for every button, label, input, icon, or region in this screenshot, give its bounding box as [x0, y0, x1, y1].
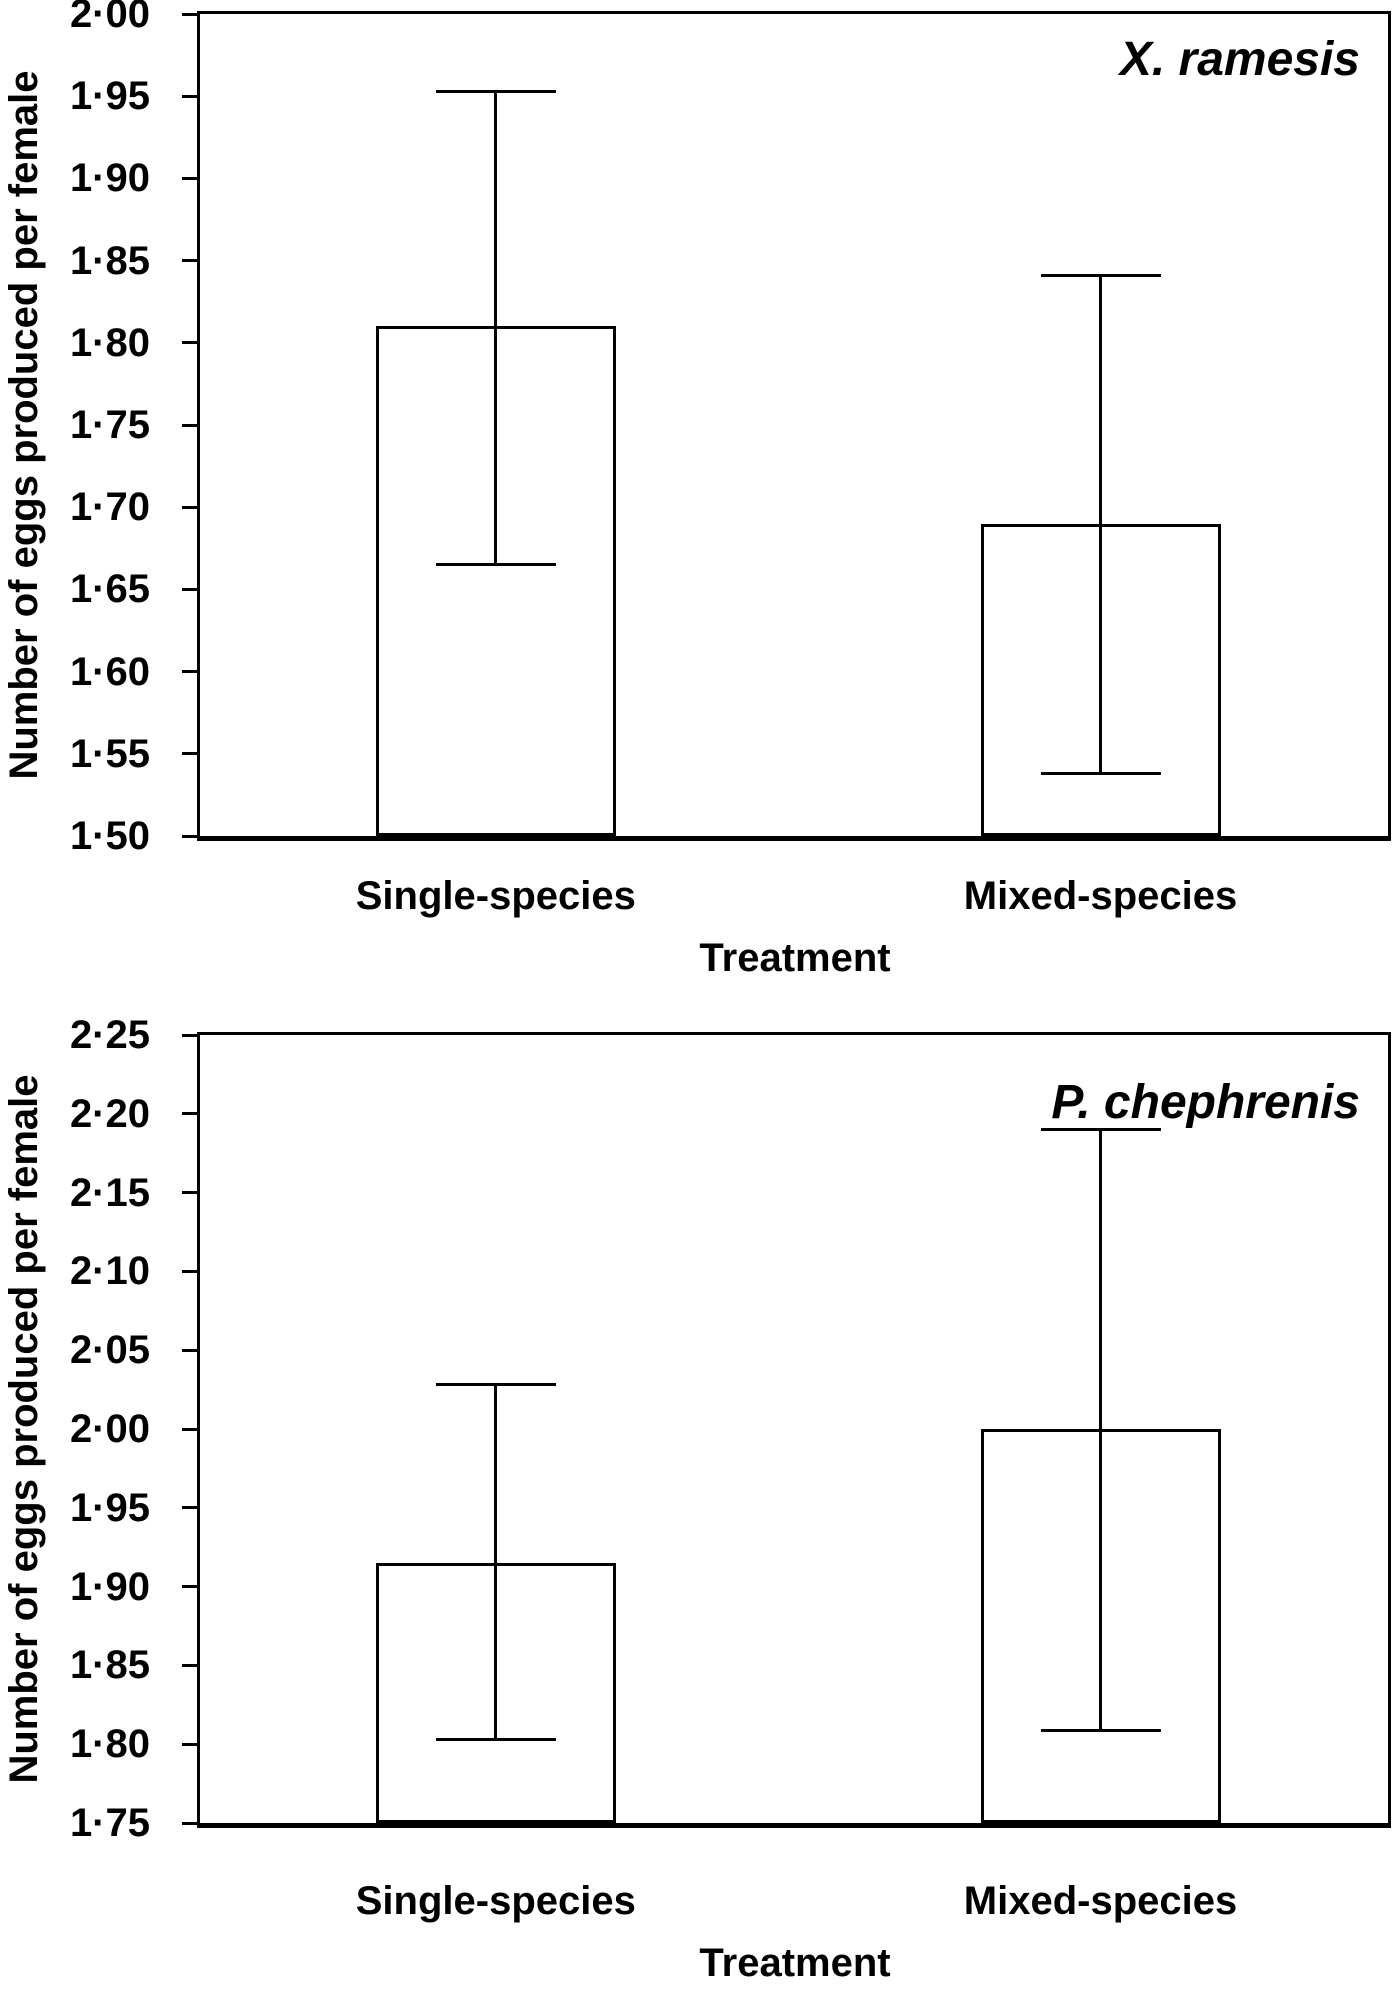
y-axis-tick — [182, 1427, 200, 1431]
y-axis-tick — [182, 505, 200, 509]
category-label-single-species: Single-species — [355, 874, 636, 918]
y-axis-tick — [182, 1112, 200, 1116]
y-axis-tick — [182, 1663, 200, 1667]
y-axis-tick — [182, 834, 200, 838]
error-bar-cap-top — [1040, 273, 1161, 277]
error-bar-cap-bottom — [1040, 772, 1161, 776]
error-bar-line — [1099, 275, 1102, 774]
y-tick-label: 1·50 — [69, 814, 150, 858]
category-label-single-species: Single-species — [355, 1879, 636, 1923]
y-axis-label-bottom: Number of eggs produced per female — [2, 1074, 46, 1784]
y-axis-tick — [182, 587, 200, 591]
y-axis-tick — [182, 1506, 200, 1510]
y-tick-label: 1·70 — [69, 485, 150, 530]
y-tick-label: 1·95 — [69, 74, 150, 119]
y-axis-tick — [182, 12, 200, 16]
category-label-mixed-species: Mixed-species — [963, 1879, 1238, 1923]
x-axis-label-top: Treatment — [699, 936, 891, 980]
chart-title-p-chephrenis: P. chephrenis — [1051, 1076, 1360, 1129]
error-bar-cap-top — [1040, 1128, 1161, 1132]
y-tick-label: 1·75 — [69, 403, 150, 447]
y-tick-label: 1·95 — [69, 1485, 150, 1530]
y-tick-label: 1·90 — [69, 156, 150, 201]
y-tick-label: 1·85 — [69, 1643, 150, 1688]
y-tick-label: 2·25 — [69, 1013, 150, 1057]
y-axis-tick — [182, 1269, 200, 1273]
error-bar-line — [1099, 1129, 1102, 1730]
y-tick-label: 1·90 — [69, 1564, 150, 1609]
error-bar-cap-top — [435, 1383, 556, 1387]
y-axis-tick — [182, 176, 200, 180]
y-tick-label: 1·85 — [69, 238, 150, 283]
error-bar-line — [494, 91, 498, 565]
y-tick-label: 2·00 — [69, 0, 150, 36]
y-tick-label: 2·00 — [69, 1407, 150, 1451]
y-axis-tick — [182, 341, 200, 345]
chart-title-x-ramesis: X. ramesis — [1119, 33, 1360, 86]
y-tick-label: 1·75 — [69, 1801, 150, 1845]
y-axis-tick — [182, 259, 200, 263]
y-axis-label-top: Number of eggs produced per female — [2, 70, 46, 780]
error-bar-line — [494, 1384, 498, 1740]
y-axis-tick — [182, 1742, 200, 1746]
category-label-mixed-species: Mixed-species — [963, 874, 1238, 918]
y-axis-tick — [182, 94, 200, 98]
y-axis-tick — [182, 1033, 200, 1037]
y-tick-label: 2·05 — [69, 1328, 150, 1373]
y-axis-tick — [182, 1348, 200, 1352]
y-tick-label: 1·65 — [69, 567, 150, 612]
y-axis-tick — [182, 1585, 200, 1589]
y-tick-label: 1·80 — [69, 1722, 150, 1767]
y-tick-label: 1·55 — [69, 731, 150, 776]
y-axis-tick — [182, 752, 200, 756]
y-tick-label: 2·15 — [69, 1170, 150, 1215]
y-tick-label: 2·20 — [69, 1091, 150, 1136]
y-axis-tick — [182, 1191, 200, 1195]
error-bar-cap-top — [435, 89, 556, 93]
y-tick-label: 1·80 — [69, 320, 150, 365]
error-bar-cap-bottom — [1040, 1728, 1161, 1732]
x-axis-label-bottom: Treatment — [699, 1941, 891, 1985]
y-axis-tick — [182, 423, 200, 427]
y-tick-label: 1·60 — [69, 649, 150, 694]
y-tick-label: 2·10 — [69, 1249, 150, 1294]
error-bar-cap-bottom — [435, 563, 556, 567]
error-bar-cap-bottom — [435, 1737, 556, 1741]
y-axis-tick — [182, 1821, 200, 1825]
y-axis-tick — [182, 670, 200, 674]
